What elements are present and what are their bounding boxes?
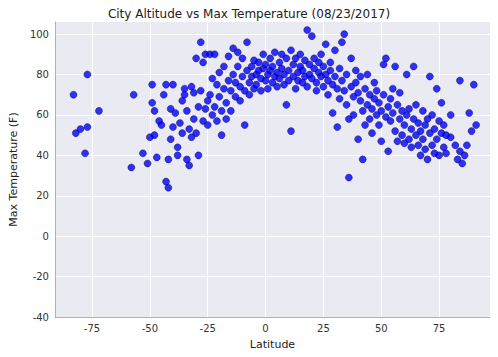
svg-text:-40: -40 xyxy=(33,312,49,323)
svg-text:-25: -25 xyxy=(200,323,216,334)
svg-text:0: 0 xyxy=(43,231,49,242)
svg-text:0: 0 xyxy=(262,323,268,334)
svg-text:25: 25 xyxy=(317,323,330,334)
svg-text:Latitude: Latitude xyxy=(250,338,296,351)
svg-text:100: 100 xyxy=(30,29,49,40)
svg-text:40: 40 xyxy=(36,150,49,161)
svg-text:-20: -20 xyxy=(33,271,49,282)
svg-text:Max Temperature (F): Max Temperature (F) xyxy=(7,112,20,226)
svg-text:60: 60 xyxy=(36,109,49,120)
svg-text:-75: -75 xyxy=(84,323,100,334)
svg-text:20: 20 xyxy=(36,190,49,201)
svg-text:80: 80 xyxy=(36,69,49,80)
svg-text:City Altitude vs Max Temperatu: City Altitude vs Max Temperature (08/23/… xyxy=(108,7,390,21)
svg-text:50: 50 xyxy=(375,323,388,334)
svg-text:-50: -50 xyxy=(142,323,158,334)
svg-text:75: 75 xyxy=(433,323,446,334)
